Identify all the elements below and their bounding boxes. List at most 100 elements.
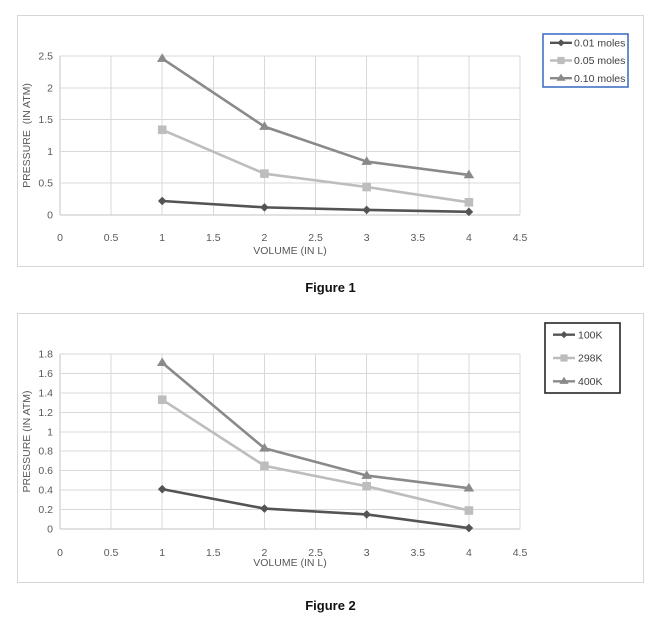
square-marker-icon [260,169,269,178]
legend-label: 0.01 moles [574,38,625,50]
triangle-marker-icon [556,73,566,81]
series-400k [156,357,475,492]
svg-text:1.8: 1.8 [38,349,53,361]
diamond-marker-icon [157,484,167,494]
triangle-marker-icon [259,121,270,130]
square-marker-icon [362,481,371,491]
svg-text:4.5: 4.5 [513,547,528,559]
legend-label: 400K [578,376,603,388]
y-tick-labels: 0 0.5 1 1.5 2 2.5 [38,51,53,222]
svg-text:1: 1 [47,146,53,158]
svg-text:1.6: 1.6 [38,368,53,380]
triangle-marker-icon [361,470,372,479]
svg-text:0: 0 [47,210,53,222]
svg-text:0.4: 0.4 [38,485,53,497]
series-0-10-moles [156,53,475,179]
x-axis-title: VOLUME (IN L) [253,245,327,257]
diamond-marker-icon [157,196,167,206]
svg-text:0: 0 [57,547,63,559]
svg-text:2.5: 2.5 [308,547,323,559]
figure-1-caption: Figure 1 [305,280,356,295]
svg-text:4: 4 [466,232,472,244]
x-axis-title: VOLUME (IN L) [253,557,327,569]
svg-text:1.5: 1.5 [206,232,221,244]
svg-text:1.5: 1.5 [206,547,221,559]
legend-item: 0.05 moles [550,55,625,67]
triangle-marker-icon [463,169,475,179]
legend: 100K 298K 400K [544,322,621,394]
triangle-marker-icon [156,53,168,62]
svg-text:0.6: 0.6 [38,465,53,477]
triangle-marker-icon [156,357,168,367]
svg-text:3: 3 [364,547,370,559]
figure-2-caption: Figure 2 [305,598,356,613]
series-100k [157,484,474,533]
square-marker-icon [464,197,474,207]
legend-label: 0.05 moles [574,55,625,67]
svg-text:0.2: 0.2 [38,504,53,516]
series-0-05-moles [157,125,474,207]
legend-item: 0.10 moles [550,73,625,85]
svg-text:2: 2 [47,82,53,94]
svg-text:4: 4 [466,547,472,559]
svg-text:1: 1 [159,232,165,244]
svg-text:3.5: 3.5 [410,232,425,244]
svg-text:1: 1 [159,547,165,559]
svg-text:0.5: 0.5 [38,178,53,190]
square-marker-icon [362,182,371,192]
y-axis-title: PRESSURE (IN ATM) [21,391,33,493]
diamond-marker-icon [464,207,474,217]
svg-text:0.8: 0.8 [38,446,53,458]
square-marker-icon [157,125,167,135]
triangle-marker-icon [259,443,270,452]
svg-text:3: 3 [364,232,370,244]
square-marker-icon [157,395,167,404]
gridlines [59,55,521,216]
diamond-marker-icon [557,39,565,47]
legend-item: 400K [553,376,603,388]
square-marker-icon [260,461,269,471]
svg-text:0: 0 [57,232,63,244]
legend: 0.01 moles 0.05 moles 0.10 moles [542,33,629,88]
legend-item: 298K [553,353,603,365]
svg-text:2.5: 2.5 [308,232,323,244]
legend-item: 0.01 moles [550,38,625,50]
y-axis-title: PRESSURE (IN ATM) [21,83,33,188]
diamond-marker-icon [362,205,371,215]
svg-text:1.2: 1.2 [38,407,53,419]
x-tick-labels: 0 0.5 1 1.5 2 2.5 3 3.5 4 4.5 [57,232,527,244]
diamond-marker-icon [260,504,269,513]
diamond-marker-icon [362,510,371,519]
figure-2-chart-frame: 0 0.5 1 1.5 2 2.5 3 3.5 4 4.5 0 0.2 0.4 0.6 0.8 1 1.2 1.4… [17,313,644,583]
svg-text:3.5: 3.5 [410,547,425,559]
x-tick-labels: 0 0.5 1 1.5 2 2.5 3 3.5 4 4.5 [57,547,527,559]
svg-text:2.5: 2.5 [38,51,53,63]
square-marker-icon [464,506,474,515]
svg-text:1.4: 1.4 [38,387,53,399]
triangle-marker-icon [361,156,372,165]
gridlines [59,353,521,530]
series-0-01-moles [157,196,474,217]
svg-text:4.5: 4.5 [513,232,528,244]
triangle-marker-icon [559,376,569,384]
figure-1-chart-frame: 0 0.5 1 1.5 2 2.5 3 3.5 4 4.5 0 0.5 1 1.5 2 2.5 VOLUME (… [17,15,644,267]
legend-label: 298K [578,353,603,365]
series-298k [157,395,474,515]
triangle-marker-icon [463,482,475,492]
diamond-marker-icon [464,523,474,533]
legend-label: 100K [578,329,603,341]
svg-text:0.5: 0.5 [104,547,119,559]
svg-text:0: 0 [47,524,53,536]
y-tick-labels: 0 0.2 0.4 0.6 0.8 1 1.2 1.4 1.6 1.8 [38,349,53,536]
svg-text:0.5: 0.5 [104,232,119,244]
svg-text:1.5: 1.5 [38,114,53,126]
legend-label: 0.10 moles [574,73,625,85]
diamond-marker-icon [560,331,568,339]
legend-item: 100K [553,329,603,341]
diamond-marker-icon [260,203,269,212]
square-marker-icon [560,354,568,362]
svg-text:2: 2 [262,547,268,559]
pressure-vs-volume-temperature-chart: 0 0.5 1 1.5 2 2.5 3 3.5 4 4.5 0 0.2 0.4 0.6 0.8 1 1.2 1.4… [21,322,621,569]
